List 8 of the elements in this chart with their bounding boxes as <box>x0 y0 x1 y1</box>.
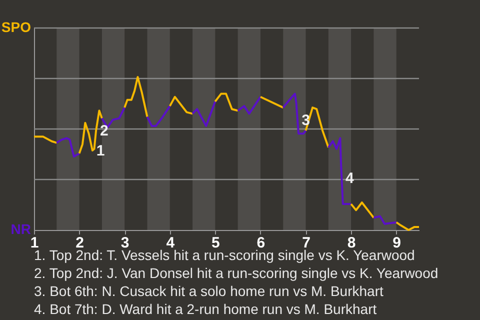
text: 3. Bot 6th: N. Cusack hit a solo home run vs M. Burkhart <box>34 283 384 299</box>
text: 2. Top 2nd: J. Van Donsel hit a run-scoring single vs K. Yearwood <box>34 265 438 281</box>
annotation: 2 <box>100 122 108 140</box>
annotation: 1 <box>96 142 105 160</box>
text: SPO <box>1 19 32 35</box>
annotation: 4 <box>346 170 355 187</box>
text: NR <box>10 221 31 237</box>
text: 4. Bot 7th: D. Ward hit a 2-run home run vs M. Burkhart <box>34 301 377 317</box>
